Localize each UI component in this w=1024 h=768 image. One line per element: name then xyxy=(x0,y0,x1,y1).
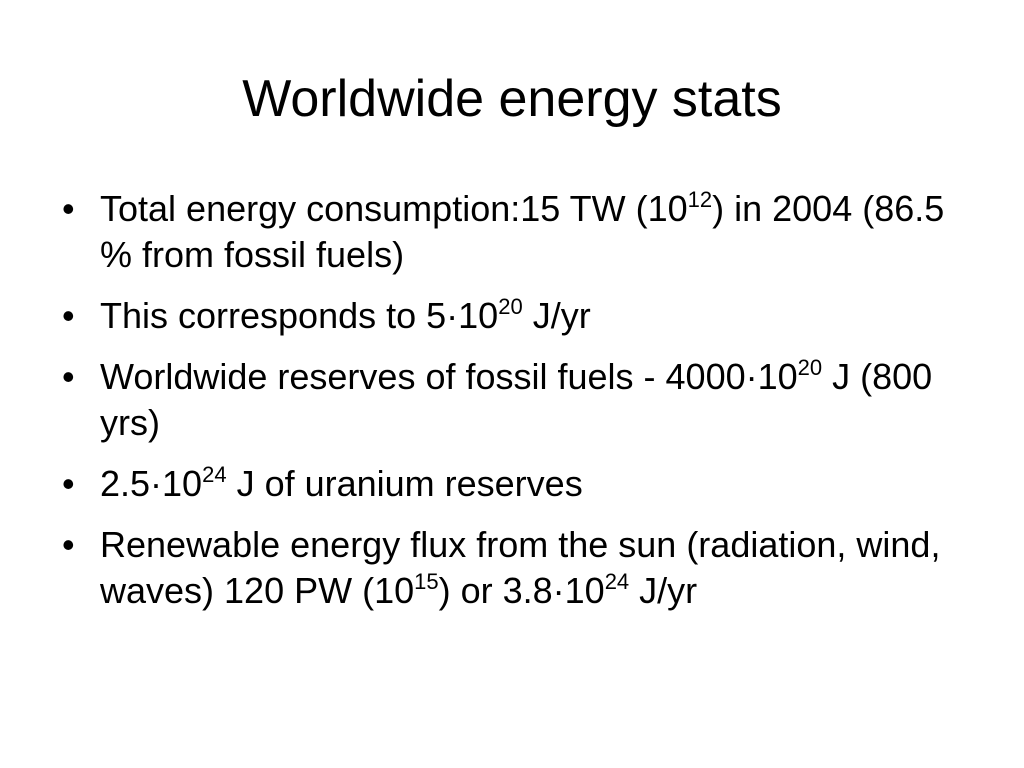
bullet-text: J/yr xyxy=(522,295,591,336)
bullet-marker: • xyxy=(62,295,75,336)
bullet-list: • Total energy consumption:15 TW (1012) i… xyxy=(62,186,952,629)
superscript: 24 xyxy=(202,462,227,487)
bullet-item: • Worldwide reserves of fossil fuels - 40… xyxy=(62,354,952,446)
bullet-text: 2.5·10 xyxy=(100,463,203,504)
bullet-text: ) or 3.8·10 xyxy=(438,570,605,611)
superscript: 15 xyxy=(414,569,439,594)
bullet-text: Worldwide reserves of fossil fuels - 400… xyxy=(100,356,798,397)
bullet-item: • This corresponds to 5·1020 J/yr xyxy=(62,293,952,339)
bullet-text: J (800 yrs) xyxy=(100,356,933,443)
bullet-item: • Total energy consumption:15 TW (1012) i… xyxy=(62,186,952,278)
superscript: 24 xyxy=(604,569,630,594)
bullet-text: Renewable energy flux from the sun (radi… xyxy=(100,524,941,611)
slide-title: Worldwide energy stats xyxy=(242,70,782,128)
bullet-item: • Renewable energy flux from the sun (rad… xyxy=(62,522,952,614)
bullet-text: J of uranium reserves xyxy=(226,463,583,504)
bullet-marker: • xyxy=(62,356,75,397)
bullet-text: This corresponds to 5·10 xyxy=(100,295,499,336)
bullet-item: • 2.5·1024 J of uranium reserves xyxy=(62,461,952,507)
superscript: 20 xyxy=(797,355,823,380)
superscript: 12 xyxy=(687,187,713,212)
bullet-marker: • xyxy=(62,463,75,504)
bullet-marker: • xyxy=(62,524,75,565)
bullet-text: Total energy consumption:15 TW (10 xyxy=(100,188,688,229)
superscript: 20 xyxy=(498,294,523,319)
bullet-marker: • xyxy=(62,188,75,229)
bullet-text: ) in 2004 (86.5 % from fossil fuels) xyxy=(100,188,945,275)
bullet-text: J/yr xyxy=(629,570,698,611)
